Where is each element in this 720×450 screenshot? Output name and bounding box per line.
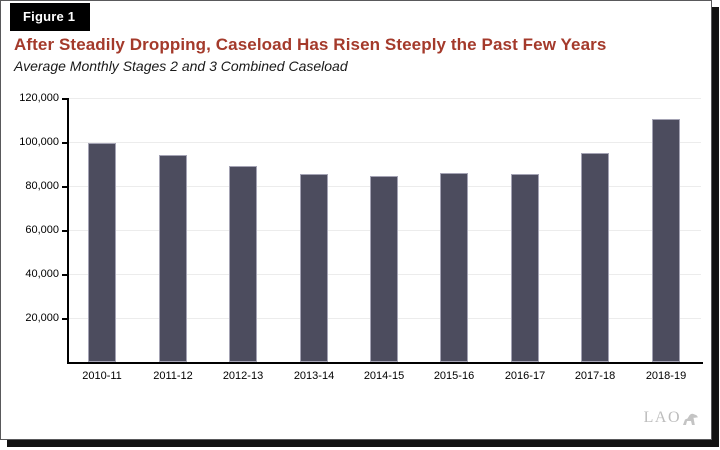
bar-2011-12	[159, 155, 187, 362]
bar-2016-17	[511, 174, 539, 362]
x-tick-label: 2015-16	[433, 370, 475, 382]
y-tick-label: 40,000	[25, 268, 59, 280]
x-tick-label: 2018-19	[645, 370, 687, 382]
x-tick-label: 2012-13	[222, 370, 264, 382]
bar-2017-18	[581, 153, 609, 362]
bear-icon	[683, 413, 698, 425]
x-tick-label: 2014-15	[363, 370, 405, 382]
gridline	[67, 142, 701, 143]
bar-2014-15	[370, 176, 398, 362]
figure-label: Figure 1	[10, 3, 91, 31]
x-tick-label: 2010-11	[82, 370, 122, 382]
y-axis-line	[67, 98, 69, 363]
lao-logo-text: LAO	[643, 409, 681, 426]
y-axis-tick	[62, 98, 67, 100]
lao-logo: LAO	[644, 409, 699, 427]
y-axis-tick	[62, 318, 67, 320]
chart-title: After Steadily Dropping, Caseload Has Ri…	[14, 35, 607, 54]
chart-subtitle: Average Monthly Stages 2 and 3 Combined …	[14, 58, 348, 74]
x-tick-label: 2013-14	[293, 370, 335, 382]
y-axis-tick	[62, 186, 67, 188]
figure-panel: Figure 1 After Steadily Dropping, Caselo…	[0, 0, 712, 440]
bar-2013-14	[300, 174, 328, 362]
y-axis-tick	[62, 230, 67, 232]
bar-2018-19	[652, 119, 680, 362]
y-tick-label: 60,000	[25, 224, 59, 236]
y-tick-label: 120,000	[19, 92, 59, 104]
x-tick-label: 2016-17	[504, 370, 546, 382]
bar-2010-11	[88, 143, 116, 362]
bar-2012-13	[229, 166, 257, 362]
y-tick-label: 20,000	[25, 312, 59, 324]
x-tick-label: 2017-18	[574, 370, 616, 382]
bar-2015-16	[440, 173, 468, 362]
y-tick-label: 80,000	[25, 180, 59, 192]
y-axis-tick	[62, 142, 67, 144]
y-axis-tick	[62, 274, 67, 276]
bar-chart: 20,000 40,000 60,000 80,000 100,000 120,000 20…	[1, 1, 711, 439]
y-tick-label: 100,000	[19, 136, 59, 148]
x-axis-line	[67, 362, 703, 364]
x-tick-label: 2011-12	[153, 370, 193, 382]
gridline	[67, 98, 701, 99]
